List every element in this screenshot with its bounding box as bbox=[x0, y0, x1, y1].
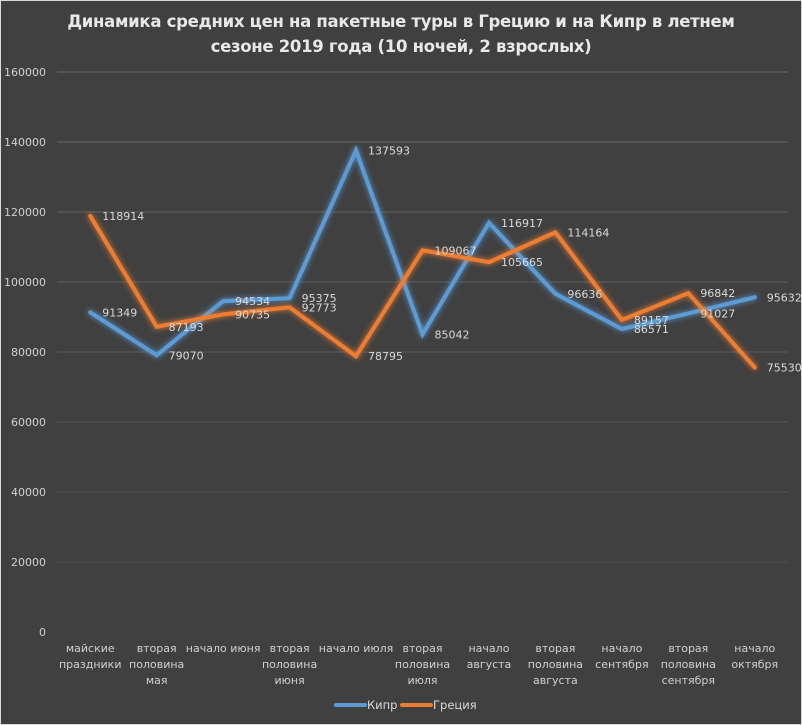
y-tick-label: 80000 bbox=[11, 346, 46, 359]
x-tick-label-line: октября bbox=[731, 658, 778, 671]
data-label: 94534 bbox=[235, 295, 270, 308]
data-label: 85042 bbox=[435, 328, 470, 341]
y-axis: 0 20000 40000 60000 80000 100000 120000 140000 1… bbox=[4, 66, 46, 639]
data-label: 96842 bbox=[700, 287, 735, 300]
y-tick-label: 120000 bbox=[4, 206, 46, 219]
y-tick-label: 160000 bbox=[4, 66, 46, 79]
x-tick-label-line: июля bbox=[407, 674, 437, 687]
chart-title-line-1: Динамика средних цен на пакетные туры в … bbox=[67, 12, 735, 31]
data-label: 91349 bbox=[102, 306, 137, 319]
x-tick-label-line: начало июня bbox=[186, 642, 261, 655]
x-tick-label-line: вторая bbox=[137, 642, 177, 655]
gridlines bbox=[56, 71, 789, 632]
x-tick-label: начало сентября bbox=[595, 642, 648, 671]
data-label: 89157 bbox=[634, 314, 669, 327]
x-tick-label-line: половина bbox=[528, 658, 583, 671]
x-tick-label-line: вторая bbox=[270, 642, 310, 655]
x-tick-label: вторая половина сентября bbox=[661, 642, 716, 687]
data-label: 116917 bbox=[501, 217, 543, 230]
x-tick-label-line: начало bbox=[468, 642, 509, 655]
chart-title: Динамика средних цен на пакетные туры в … bbox=[0, 9, 802, 59]
legend: Кипр Греция bbox=[334, 698, 477, 712]
x-tick-label-line: начало bbox=[601, 642, 642, 655]
x-axis: майские праздники вторая половина мая начало … bbox=[59, 642, 778, 687]
data-label: 137593 bbox=[368, 144, 410, 157]
x-tick-label: вторая половина мая bbox=[129, 642, 184, 687]
data-label: 95632 bbox=[767, 291, 802, 304]
y-tick-label: 100000 bbox=[4, 276, 46, 289]
y-tick-label: 40000 bbox=[11, 486, 46, 499]
x-tick-label-line: половина bbox=[262, 658, 317, 671]
y-tick-label: 140000 bbox=[4, 136, 46, 149]
data-label: 95375 bbox=[302, 292, 337, 305]
x-tick-label-line: вторая bbox=[668, 642, 708, 655]
x-tick-label: начало июня bbox=[186, 642, 261, 655]
x-tick-label-line: праздники bbox=[59, 658, 122, 671]
x-tick-label: вторая половина августа bbox=[528, 642, 583, 687]
x-tick-label-line: августа bbox=[533, 674, 578, 687]
data-label: 114164 bbox=[567, 226, 609, 239]
data-label: 118914 bbox=[102, 210, 144, 223]
x-tick-label-line: половина bbox=[661, 658, 716, 671]
x-tick-label-line: майские bbox=[66, 642, 115, 655]
chart-title-line-2: сезоне 2019 года (10 ночей, 2 взрослых) bbox=[210, 37, 592, 56]
x-tick-label-line: августа bbox=[467, 658, 512, 671]
x-tick-label: начало октября bbox=[731, 642, 778, 671]
x-tick-label-line: сентября bbox=[595, 658, 648, 671]
x-tick-label-line: половина bbox=[395, 658, 450, 671]
data-label: 86571 bbox=[634, 323, 669, 336]
data-labels: 91349 79070 94534 95375 137593 85042 116917 966… bbox=[102, 144, 802, 374]
data-label: 87193 bbox=[169, 321, 204, 334]
y-tick-label: 20000 bbox=[11, 556, 46, 569]
x-tick-label-line: вторая bbox=[403, 642, 443, 655]
x-tick-label-line: вторая bbox=[535, 642, 575, 655]
data-label: 96636 bbox=[567, 288, 602, 301]
x-tick-label-line: половина bbox=[129, 658, 184, 671]
data-label: 90735 bbox=[235, 308, 270, 321]
data-label: 75530 bbox=[767, 362, 802, 375]
data-label: 79070 bbox=[169, 349, 204, 362]
data-label: 91027 bbox=[700, 307, 735, 320]
data-label: 78795 bbox=[368, 350, 403, 363]
y-tick-label: 60000 bbox=[11, 416, 46, 429]
data-label: 109067 bbox=[435, 244, 477, 257]
x-tick-label-line: начало bbox=[734, 642, 775, 655]
series-lines bbox=[88, 145, 757, 370]
x-tick-label: майские праздники bbox=[59, 642, 122, 671]
x-tick-label: начало августа bbox=[467, 642, 512, 671]
x-tick-label: вторая половина июня bbox=[262, 642, 317, 687]
legend-label: Греция bbox=[433, 698, 477, 712]
legend-item: Кипр bbox=[334, 698, 397, 712]
legend-label: Кипр bbox=[367, 698, 397, 712]
y-tick-label: 0 bbox=[39, 626, 46, 639]
x-tick-label-line: начало июля bbox=[319, 642, 394, 655]
series-line-greece bbox=[88, 213, 757, 370]
x-tick-label-line: мая bbox=[146, 674, 168, 687]
x-tick-label: вторая половина июля bbox=[395, 642, 450, 687]
legend-item: Греция bbox=[400, 698, 477, 712]
x-tick-label-line: сентября bbox=[662, 674, 715, 687]
x-tick-label: начало июля bbox=[319, 642, 394, 655]
x-tick-label-line: июня bbox=[274, 674, 304, 687]
data-label: 92773 bbox=[302, 301, 337, 314]
data-label: 105665 bbox=[501, 256, 543, 269]
